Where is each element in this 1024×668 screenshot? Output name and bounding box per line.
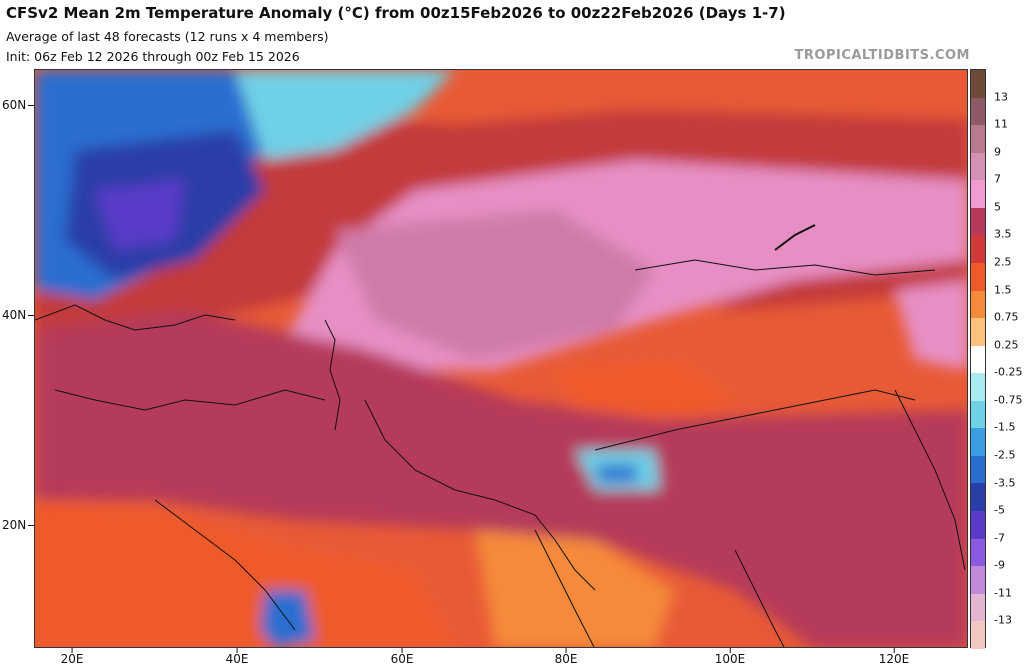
- colorbar-swatch: [971, 125, 985, 153]
- colorbar-swatch: [971, 97, 985, 126]
- colorbar-swatch: [971, 262, 985, 291]
- coastline-east-china: [894, 389, 966, 571]
- colorbar-label: 5: [994, 200, 1001, 214]
- colorbar-label: 13: [994, 90, 1008, 104]
- colorbar-swatch: [971, 180, 985, 208]
- colorbar-label: 1.5: [994, 283, 1012, 297]
- colorbar-label: -9: [994, 558, 1005, 572]
- border-south-asia: [364, 399, 596, 591]
- colorbar-swatch: [971, 235, 985, 263]
- colorbar-swatch: [971, 318, 985, 346]
- lat-label-60n: 60N: [2, 98, 34, 112]
- lon-label-40e: 40E: [226, 648, 248, 666]
- coastline-indochina: [734, 549, 785, 647]
- colorbar-label: -0.25: [994, 365, 1023, 379]
- colorbar-swatch: [971, 152, 985, 181]
- colorbar-label: 9: [994, 145, 1001, 159]
- colorbar-swatch: [971, 483, 985, 511]
- colorbar-swatch: [971, 538, 985, 567]
- colorbar-label: -13: [994, 613, 1012, 627]
- coastline-europe: [35, 304, 236, 331]
- watermark: TROPICALTIDBITS.COM: [794, 48, 970, 63]
- colorbar-swatch: [971, 345, 985, 374]
- anomaly-map: [34, 69, 968, 648]
- anomaly-field: [35, 70, 967, 647]
- colorbar-label: -1.5: [994, 420, 1016, 434]
- colorbar-label: 3.5: [994, 227, 1012, 241]
- coastline-india: [534, 529, 595, 647]
- colorbar: [970, 69, 986, 649]
- colorbar-swatch: [971, 593, 985, 622]
- colorbar-swatch: [971, 207, 985, 236]
- lon-label-80e: 80E: [555, 648, 577, 666]
- forecast-description: Average of last 48 forecasts (12 runs x …: [6, 29, 329, 44]
- colorbar-swatch: [971, 621, 985, 649]
- lake-baikal: [774, 224, 816, 251]
- init-time: Init: 06z Feb 12 2026 through 00z Feb 15…: [6, 49, 300, 64]
- colorbar-swatch: [971, 455, 985, 484]
- lon-label-20e: 20E: [61, 648, 83, 666]
- coastline-caspian: [324, 319, 341, 431]
- coastline-mediterranean: [54, 389, 326, 411]
- coastline-red-sea: [154, 499, 296, 631]
- colorbar-label: -3.5: [994, 476, 1016, 490]
- colorbar-swatch: [971, 428, 985, 456]
- colorbar-swatch: [971, 373, 985, 401]
- colorbar-swatch: [971, 70, 985, 98]
- colorbar-swatch: [971, 566, 985, 594]
- lat-label-40n: 40N: [2, 308, 34, 322]
- colorbar-label: 7: [994, 172, 1001, 186]
- colorbar-swatch: [971, 400, 985, 429]
- colorbar-label: -11: [994, 586, 1012, 600]
- lon-label-100e: 100E: [715, 648, 745, 666]
- colorbar-label: 0.75: [994, 310, 1019, 324]
- colorbar-label: -7: [994, 531, 1005, 545]
- colorbar-label: 0.25: [994, 338, 1019, 352]
- colorbar-label: 11: [994, 117, 1008, 131]
- map-title: CFSv2 Mean 2m Temperature Anomaly (°C) f…: [6, 4, 786, 22]
- border-mongolia: [634, 259, 936, 276]
- colorbar-swatch: [971, 511, 985, 539]
- colorbar-swatch: [971, 290, 985, 319]
- lat-label-20n: 20N: [2, 518, 34, 532]
- colorbar-label: 2.5: [994, 255, 1012, 269]
- lon-label-120e: 120E: [879, 648, 909, 666]
- colorbar-label: -0.75: [994, 393, 1023, 407]
- colorbar-label: -2.5: [994, 448, 1016, 462]
- colorbar-label: -5: [994, 503, 1005, 517]
- border-china-north: [594, 389, 916, 451]
- lon-label-60e: 60E: [391, 648, 413, 666]
